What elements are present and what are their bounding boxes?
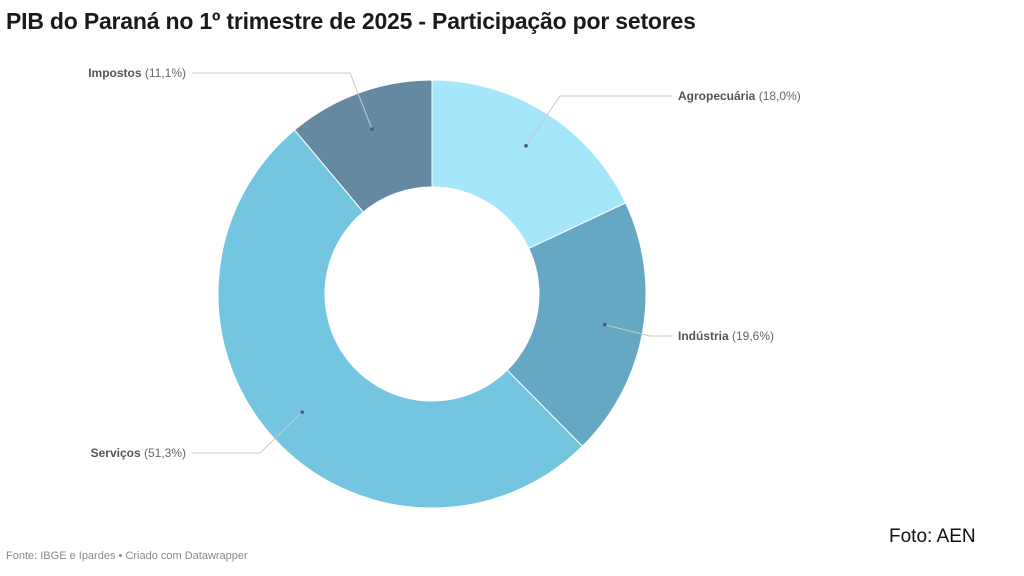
label-value: (18,0%) (755, 89, 800, 103)
label-name: Indústria (678, 329, 729, 343)
source-note: Fonte: IBGE e Ipardes • Criado com Dataw… (6, 550, 248, 562)
label-industria: Indústria (19,6%) (678, 329, 774, 343)
label-value: (51,3%) (141, 446, 186, 460)
label-value: (19,6%) (729, 329, 774, 343)
label-name: Impostos (88, 66, 142, 80)
slice-impostos (293, 79, 433, 213)
slice-labels: Agropecuária (18,0%) Indústria (19,6%) Ser… (88, 66, 801, 460)
label-value: (11,1%) (142, 66, 186, 80)
leader-agropecuaria (525, 95, 672, 147)
leader-impostos (192, 72, 373, 130)
anchor-dot-servicos (300, 410, 304, 414)
slice-industria (506, 202, 647, 447)
anchor-dot-industria (602, 322, 607, 327)
label-name: Serviços (91, 446, 141, 460)
label-leaders (192, 72, 672, 454)
label-name: Agropecuária (678, 89, 756, 103)
anchor-dot-agropecuaria (524, 144, 528, 148)
photo-credit: Foto: AEN (889, 526, 976, 547)
label-servicos: Serviços (51,3%) (91, 446, 186, 460)
anchor-dot-impostos (370, 127, 374, 131)
donut-slices (217, 79, 647, 509)
label-agropecuaria: Agropecuária (18,0%) (678, 89, 801, 103)
chart-title: PIB do Paraná no 1º trimestre de 2025 - … (6, 8, 696, 34)
label-impostos: Impostos (11,1%) (88, 66, 186, 80)
leader-servicos (192, 411, 303, 454)
slice-agropecuaria (431, 79, 627, 250)
slice-servicos (217, 129, 584, 509)
leader-industria (604, 324, 672, 337)
